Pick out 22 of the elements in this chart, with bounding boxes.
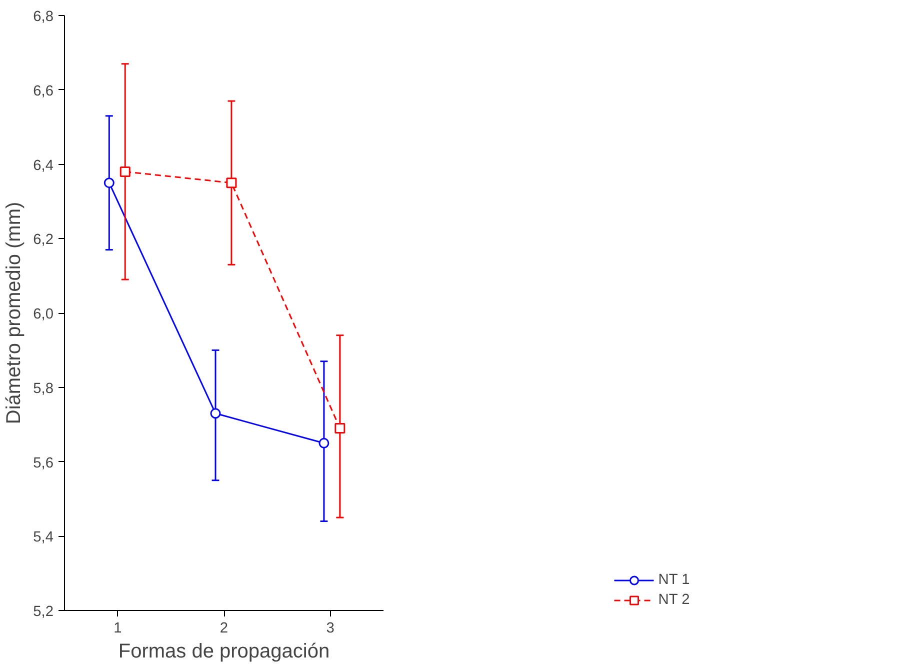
y-axis-title: Diámetro promedio (mm) [3,202,26,424]
point [104,178,114,188]
point [120,166,130,177]
y-tick-label: 6,2 [33,232,54,248]
point [210,408,221,419]
y-tick-label: 5,4 [33,530,54,546]
legend-label: NT 1 [658,572,690,588]
point [318,438,330,448]
y-tick-label: 6,8 [33,9,54,25]
y-tick-label: 5,2 [33,604,54,620]
y-tick-label: 6,0 [33,306,54,322]
y-tick-label: 5,6 [33,455,54,472]
y-tick-label: 5,8 [33,380,54,397]
point [226,178,237,188]
x-tick-label: 2 [220,620,228,636]
point [334,423,346,434]
legend-label: NT 2 [658,592,690,608]
y-tick-label: 6,4 [33,158,54,174]
x-axis-title: Formas de propagación [118,640,330,662]
x-tick-label: 1 [114,620,122,636]
y-tick-label: 6,6 [33,83,54,100]
x-tick-label: 3 [326,620,334,636]
